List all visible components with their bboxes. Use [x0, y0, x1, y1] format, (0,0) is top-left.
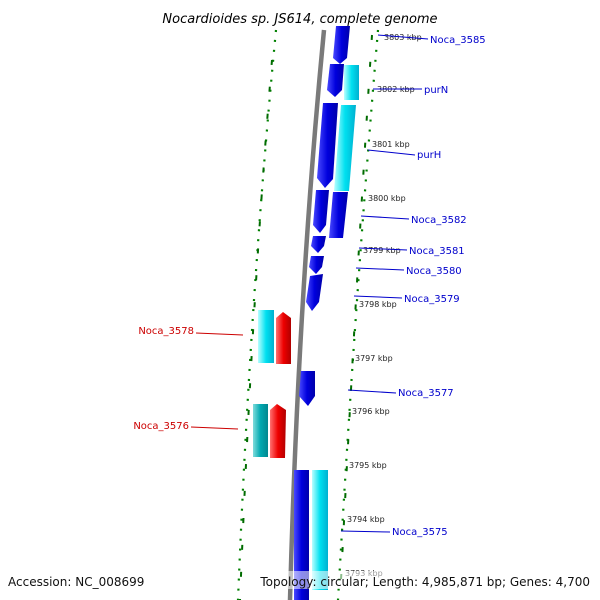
gene-noca-3578-cyan[interactable] — [258, 310, 274, 363]
tick-label: 3797 kbp — [355, 354, 393, 363]
gene-label-purh[interactable]: purH — [417, 150, 441, 161]
tick-label: 3800 kbp — [368, 194, 406, 203]
forward-strand-genes — [294, 26, 359, 600]
map-title: Nocardioides sp. JS614, complete genome — [162, 12, 437, 27]
reverse-strand-genes — [253, 310, 291, 458]
gene-label-noca-3585[interactable]: Noca_3585 — [430, 35, 486, 46]
tick-label: 3794 kbp — [347, 515, 385, 524]
gene-label-noca-3579[interactable]: Noca_3579 — [404, 294, 460, 305]
leader-line — [190, 426, 239, 430]
gene-purh-cyan[interactable] — [334, 105, 356, 191]
gene-noca-3576-red[interactable] — [270, 404, 286, 458]
left-gene-labels: Noca_3578 Noca_3576 — [133, 326, 244, 432]
leader-line — [360, 215, 410, 220]
gene-label-noca-3576[interactable]: Noca_3576 — [133, 421, 189, 432]
gene-label-noca-3577[interactable]: Noca_3577 — [398, 388, 454, 399]
tick-label: 3801 kbp — [372, 140, 410, 149]
gene-noca-3582-blue-b[interactable] — [329, 192, 348, 238]
gene-purh-blue[interactable] — [317, 103, 338, 188]
footer-backdrop — [255, 571, 595, 589]
tick-label: 3795 kbp — [349, 461, 387, 470]
tick-label: 3799 kbp — [363, 246, 401, 255]
leader-line — [355, 267, 405, 271]
tick-label: 3803 kbp — [384, 33, 422, 42]
gene-label-noca-3575[interactable]: Noca_3575 — [392, 527, 448, 538]
gene-noca-3582-blue[interactable] — [313, 190, 329, 233]
right-gene-labels: Noca_3585 purN purH Noca_3582 Noca_3581 … — [340, 34, 486, 538]
leader-line — [195, 332, 244, 336]
leader-line — [340, 530, 391, 533]
genome-axis — [287, 29, 327, 600]
gene-noca-3579[interactable] — [306, 274, 323, 311]
gene-noca-3580[interactable] — [309, 256, 324, 274]
gene-noca-3576-teal[interactable] — [253, 404, 268, 457]
gene-label-noca-3582[interactable]: Noca_3582 — [411, 215, 467, 226]
leader-line — [347, 389, 397, 394]
gene-noca-3575-cyan[interactable] — [312, 470, 328, 590]
gene-noca-3578-red[interactable] — [276, 312, 291, 364]
gene-purn-blue[interactable] — [327, 64, 344, 97]
accession-text: Accession: NC_008699 — [8, 575, 144, 589]
leader-line — [367, 149, 416, 156]
tick-label: 3796 kbp — [352, 407, 390, 416]
gene-label-noca-3580[interactable]: Noca_3580 — [406, 266, 462, 277]
gene-label-noca-3581[interactable]: Noca_3581 — [409, 246, 465, 257]
outer-dash-track — [339, 34, 373, 600]
gene-noca-3585-top[interactable] — [333, 26, 350, 64]
leader-line — [358, 247, 408, 251]
gene-label-noca-3578[interactable]: Noca_3578 — [138, 326, 194, 337]
gene-noca-3581[interactable] — [311, 236, 326, 253]
gene-purn-cyan[interactable] — [344, 65, 359, 100]
topology-summary: Topology: circular; Length: 4,985,871 bp… — [259, 575, 590, 589]
leader-line — [377, 34, 429, 40]
tick-label: 3798 kbp — [359, 300, 397, 309]
gene-label-purn[interactable]: purN — [424, 85, 448, 96]
gene-noca-3577[interactable] — [299, 371, 315, 406]
gene-noca-3575-blue[interactable] — [294, 470, 309, 600]
leader-line — [353, 295, 403, 299]
